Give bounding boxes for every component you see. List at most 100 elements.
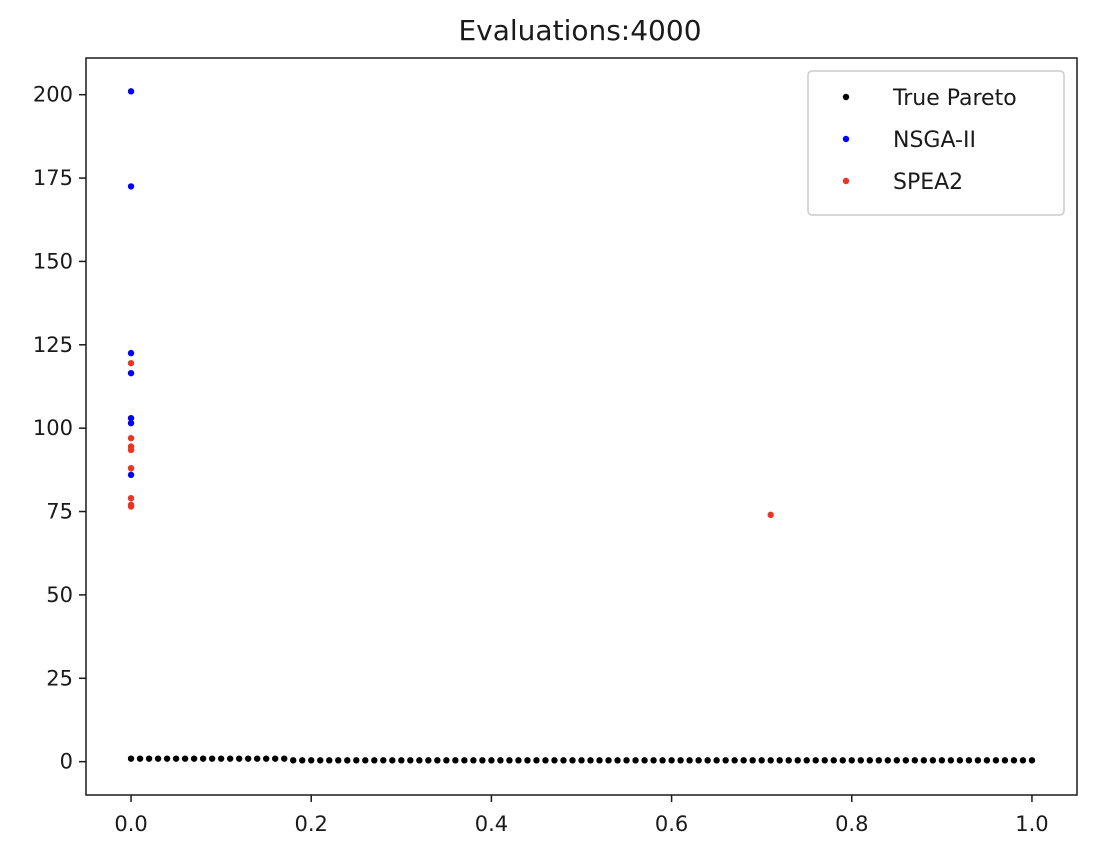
point-true-pareto (803, 757, 810, 764)
point-true-pareto (407, 757, 414, 764)
point-true-pareto (199, 755, 207, 762)
point-true-pareto (154, 755, 162, 762)
point-true-pareto (416, 757, 423, 764)
point-true-pareto (127, 755, 135, 762)
point-true-pareto (335, 757, 342, 764)
y-tick-label: 175 (33, 166, 73, 190)
y-tick-label: 0 (60, 750, 73, 774)
point-true-pareto (308, 757, 315, 764)
x-axis: 0.0 0.2 0.4 0.6 0.8 1.0 (114, 795, 1049, 836)
point-true-pareto (1019, 757, 1027, 764)
point-true-pareto (488, 757, 495, 764)
point-true-pareto (425, 757, 432, 764)
point-spea2 (127, 494, 135, 502)
point-true-pareto (551, 757, 558, 764)
point-true-pareto (731, 757, 738, 764)
point-true-pareto (794, 757, 801, 764)
point-nsga-ii (127, 414, 135, 422)
point-true-pareto (560, 757, 567, 764)
point-spea2 (127, 464, 135, 472)
point-true-pareto (830, 757, 837, 764)
point-true-pareto (686, 757, 693, 764)
point-true-pareto (614, 757, 621, 764)
y-axis: 0 25 50 75 100 125 150 175 200 (33, 83, 86, 774)
point-true-pareto (163, 755, 171, 762)
point-true-pareto (893, 757, 901, 764)
point-true-pareto (578, 757, 585, 764)
point-true-pareto (749, 757, 756, 764)
point-true-pareto (253, 755, 261, 762)
y-tick-label: 100 (33, 416, 73, 440)
y-tick-label: 75 (46, 500, 73, 524)
point-true-pareto (461, 757, 468, 764)
legend-marker-true-pareto (842, 93, 850, 101)
point-true-pareto (956, 757, 964, 764)
point-true-pareto (443, 757, 450, 764)
y-tick-label: 50 (46, 583, 73, 607)
y-tick-label: 25 (46, 666, 73, 690)
point-true-pareto (587, 757, 594, 764)
point-true-pareto (299, 757, 306, 764)
legend-marker-spea2 (842, 177, 850, 185)
point-true-pareto (920, 757, 928, 764)
point-nsga-ii (127, 88, 135, 95)
point-true-pareto (1028, 757, 1036, 764)
point-true-pareto (235, 755, 243, 762)
point-true-pareto (785, 757, 792, 764)
point-true-pareto (884, 757, 892, 764)
point-true-pareto (533, 757, 540, 764)
point-true-pareto (839, 757, 846, 764)
point-true-pareto (767, 757, 774, 764)
chart-title: Evaluations:4000 (458, 14, 701, 47)
point-true-pareto (190, 755, 198, 762)
point-spea2 (767, 511, 774, 519)
point-true-pareto (217, 755, 225, 762)
point-true-pareto (389, 757, 396, 764)
point-spea2 (127, 446, 135, 454)
point-true-pareto (344, 757, 351, 764)
legend-marker-nsga-ii (842, 135, 850, 143)
point-true-pareto (470, 757, 477, 764)
point-true-pareto (911, 757, 919, 764)
y-tick-label: 200 (33, 83, 73, 107)
point-true-pareto (479, 757, 486, 764)
point-true-pareto (677, 757, 684, 764)
x-tick-label: 0.0 (114, 812, 147, 836)
x-tick-label: 0.8 (835, 812, 868, 836)
point-true-pareto (695, 757, 702, 764)
point-nsga-ii (127, 471, 135, 479)
x-tick-label: 0.6 (655, 812, 688, 836)
point-nsga-ii (127, 419, 135, 427)
legend: True Pareto NSGA-II SPEA2 (807, 70, 1065, 216)
point-true-pareto (668, 757, 675, 764)
point-nsga-ii (127, 183, 135, 190)
point-true-pareto (244, 755, 252, 762)
point-true-pareto (524, 757, 531, 764)
point-true-pareto (983, 757, 991, 764)
point-true-pareto (208, 755, 216, 762)
point-true-pareto (569, 757, 576, 764)
point-true-pareto (317, 757, 324, 764)
point-true-pareto (596, 757, 603, 764)
point-true-pareto (974, 757, 982, 764)
legend-label-nsga-ii: NSGA-II (893, 128, 976, 153)
point-true-pareto (866, 757, 873, 764)
point-true-pareto (172, 755, 180, 762)
x-tick-label: 0.4 (475, 812, 508, 836)
point-true-pareto (398, 757, 405, 764)
point-true-pareto (371, 757, 378, 764)
point-true-pareto (452, 757, 459, 764)
point-true-pareto (650, 757, 657, 764)
point-true-pareto (740, 757, 747, 764)
point-true-pareto (848, 757, 855, 764)
point-true-pareto (290, 757, 297, 764)
point-true-pareto (857, 757, 864, 764)
point-true-pareto (821, 757, 828, 764)
point-spea2 (127, 359, 135, 367)
point-true-pareto (812, 757, 819, 764)
point-spea2 (127, 434, 135, 442)
point-true-pareto (758, 757, 765, 764)
point-true-pareto (542, 757, 549, 764)
point-true-pareto (506, 757, 513, 764)
point-true-pareto (145, 755, 153, 762)
